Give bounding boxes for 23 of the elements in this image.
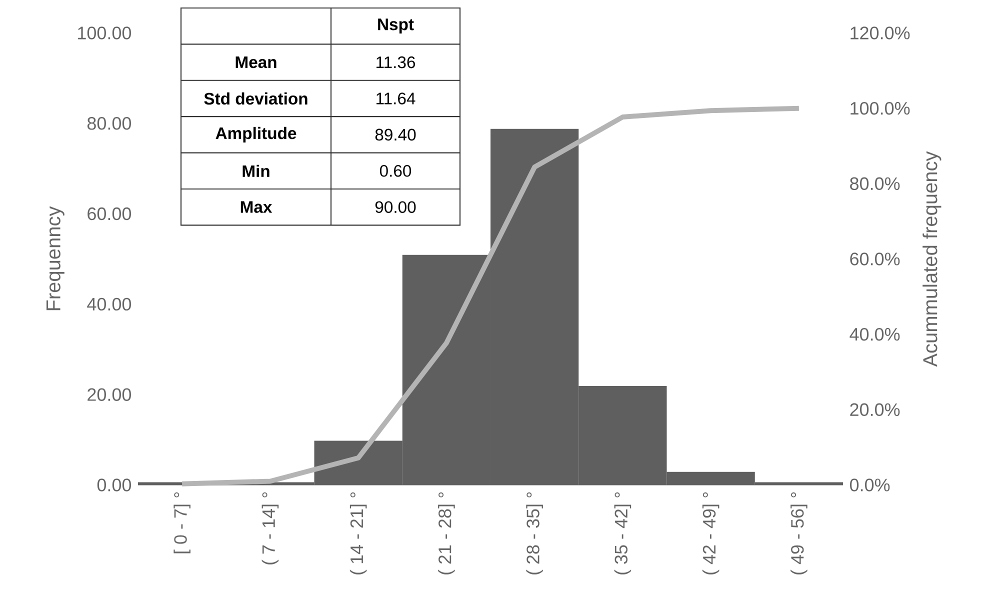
y-tick-label: 20.00	[88, 388, 132, 401]
y2-tick-label: 100.0%	[850, 102, 910, 115]
y2-tick-label: 40.0%	[850, 328, 900, 341]
y-tick-label: 60.00	[88, 207, 132, 220]
y2-tick-label: 0.0%	[850, 478, 890, 492]
y2-tick-label: 120.0%	[850, 26, 910, 40]
y-axis-title: Frequenncy	[46, 206, 64, 310]
y2-tick-label: 20.0%	[850, 403, 900, 416]
x-tick-label: ( 35 - 42] °	[614, 492, 632, 574]
x-tick-label: ( 14 - 21] °	[350, 492, 367, 574]
y-tick-label: 80.00	[87, 117, 132, 130]
x-tick-label: ( 7 - 14] °	[262, 492, 279, 564]
y2-tick-label: 60.0%	[850, 252, 900, 266]
x-tick-label: ( 49 - 56] °	[790, 492, 808, 574]
y2-tick-label: 80.0%	[850, 177, 900, 190]
y-tick-label: 100.00	[78, 26, 132, 40]
x-tick-label: ( 42 - 49] °	[702, 492, 720, 574]
y2-axis-title: Acummulated frequency	[922, 151, 942, 367]
y-tick-label: 0.00	[97, 478, 132, 492]
x-tick-label: ( 28 - 35] °	[526, 492, 543, 574]
x-tick-label: [ 0 - 7] °	[174, 492, 190, 554]
x-tick-label: ( 21 - 28] °	[438, 492, 455, 574]
y-tick-label: 40.00	[87, 298, 132, 311]
